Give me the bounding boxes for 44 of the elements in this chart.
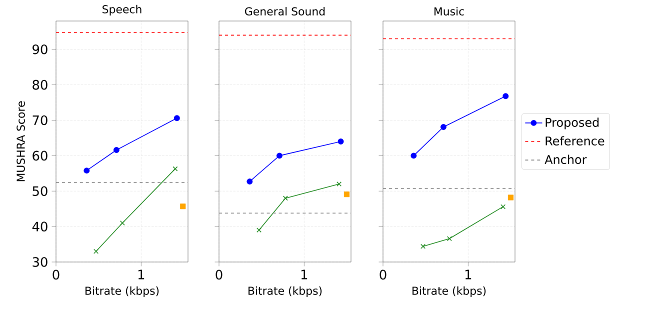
y-tick-label: 90 (32, 44, 48, 54)
point (508, 194, 514, 200)
point (446, 236, 452, 242)
point (120, 220, 125, 226)
x-tick-label: 0 (52, 270, 60, 280)
x-tick-label: 0 (380, 270, 386, 280)
x-axis-title: Bitrate (kbps) (248, 286, 322, 298)
point (246, 178, 253, 185)
point (172, 166, 178, 172)
point (94, 248, 99, 254)
x-tick-label: 1 (138, 270, 144, 280)
point (500, 204, 506, 210)
y-tick-label: 80 (32, 80, 48, 90)
point (282, 196, 288, 201)
x-tick-label: 0 (216, 270, 222, 280)
y-tick-label: 40 (32, 222, 48, 232)
y-tick-label: 70 (32, 115, 48, 126)
point (180, 204, 186, 210)
point (440, 124, 446, 130)
point (113, 147, 120, 153)
legend-label: Anchor (544, 154, 587, 164)
point (84, 168, 90, 174)
legend-label: Reference (546, 136, 604, 146)
point (410, 152, 417, 159)
point (338, 138, 344, 144)
y-tick-label: 30 (32, 257, 48, 267)
x-axis-title: Bitrate (kbps) (86, 286, 159, 298)
point (276, 152, 282, 159)
x-tick-label: 1 (465, 270, 472, 280)
y-tick-label: 60 (32, 150, 48, 161)
point (502, 93, 509, 100)
point (344, 192, 350, 198)
point (336, 182, 342, 187)
point (256, 228, 262, 233)
chart-title: General Sound (245, 7, 325, 16)
point (420, 244, 426, 249)
chart-title: Music (434, 7, 464, 16)
y-tick-label: 50 (32, 186, 48, 196)
legend-label: Proposed (546, 118, 599, 130)
x-axis-title: Bitrate (kbps) (412, 286, 486, 298)
y-axis-title: MUSHRA Score (16, 101, 25, 182)
point (174, 115, 180, 122)
x-tick-label: 1 (301, 270, 308, 280)
chart-title: Speech (102, 4, 142, 16)
